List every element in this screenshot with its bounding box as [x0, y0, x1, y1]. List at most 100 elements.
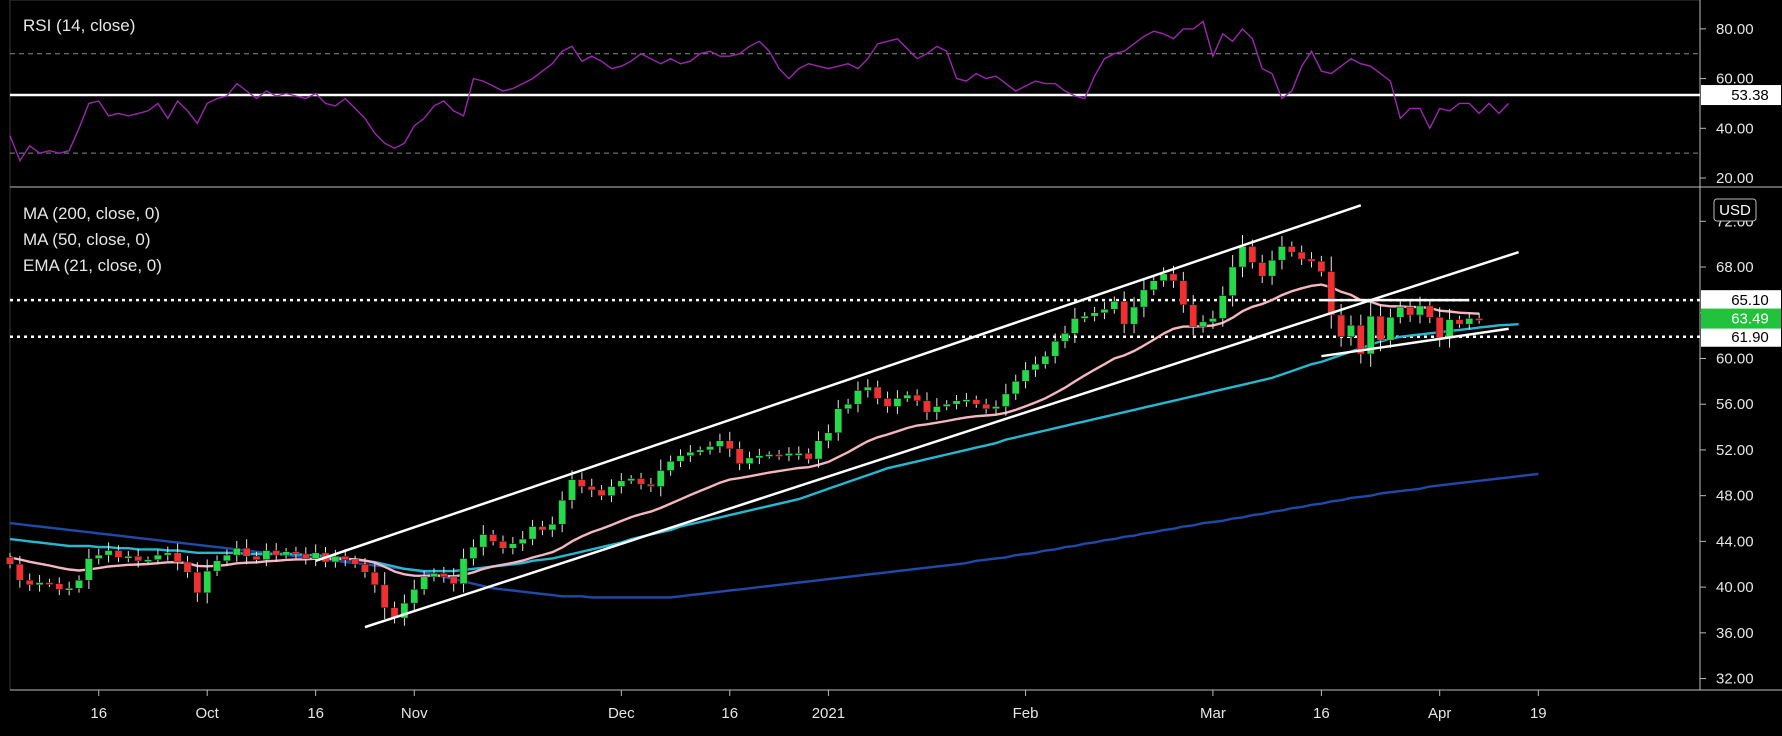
candle-body	[568, 479, 576, 501]
candle	[400, 594, 409, 626]
candle	[430, 568, 438, 582]
candle-body	[656, 470, 665, 487]
candle	[597, 484, 606, 501]
candle-body	[154, 554, 162, 560]
time-tick-label: Feb	[1013, 705, 1039, 722]
candle-body	[873, 386, 882, 399]
last-price-badge-label: 63.49	[1731, 311, 1769, 328]
level-badge-1: 61.90	[1701, 326, 1781, 347]
candle-body	[410, 589, 419, 604]
level-badge-0: 65.10	[1701, 290, 1781, 311]
level-badge-0-bg	[1701, 290, 1781, 311]
candle-body	[55, 583, 64, 590]
candle-body	[1149, 280, 1158, 291]
legend-ma200: MA (200, close, 0)	[23, 204, 160, 223]
candle-body	[1406, 306, 1414, 316]
time-tick-label: 16	[721, 705, 738, 722]
candle	[972, 395, 981, 408]
candle-body	[1199, 321, 1207, 327]
chart-frame	[9, 0, 1701, 691]
candle	[410, 579, 419, 612]
candle-body	[1278, 246, 1286, 261]
price-y-axis: 72.0068.0064.0060.0056.0052.0048.0044.00…	[1700, 213, 1754, 688]
candle-body	[1169, 273, 1178, 281]
candle	[469, 539, 478, 566]
candle	[538, 520, 547, 536]
candle	[1258, 254, 1267, 284]
candle	[578, 472, 586, 494]
candle	[55, 577, 64, 596]
candle	[252, 551, 261, 564]
candle	[735, 441, 744, 471]
candle-body	[282, 551, 290, 556]
rsi-title: RSI (14, close)	[23, 16, 135, 35]
candle-body	[775, 454, 783, 457]
candle	[942, 400, 951, 411]
candle	[509, 536, 517, 555]
candle-body	[144, 559, 152, 562]
price-tick-label: 68.00	[1716, 259, 1754, 276]
candle-body	[163, 552, 172, 556]
candle-body	[509, 543, 517, 549]
candle	[173, 543, 182, 571]
trendline-1[interactable]	[364, 250, 1519, 629]
candle-body	[1366, 315, 1375, 355]
time-tick-label: Dec	[608, 705, 635, 722]
candle-body	[1159, 273, 1168, 281]
time-tick-label: Nov	[401, 705, 428, 722]
candle-body	[193, 572, 202, 594]
candle	[25, 573, 34, 591]
rsi-line	[9, 20, 1510, 163]
candle-body	[1307, 258, 1316, 262]
candle	[647, 478, 655, 493]
candle-body	[1258, 262, 1267, 277]
candle-body	[1445, 319, 1454, 339]
candle-body	[301, 553, 310, 559]
candle	[459, 548, 468, 593]
candle	[1218, 286, 1227, 327]
candle	[1110, 296, 1119, 314]
candle	[1031, 356, 1040, 377]
candle	[1386, 308, 1395, 348]
candle	[696, 446, 705, 456]
candle	[203, 559, 212, 604]
candle-body	[666, 461, 675, 471]
candle-body	[597, 489, 606, 496]
candle-body	[1435, 317, 1444, 339]
candle	[272, 543, 281, 562]
level-badge-1-bg	[1701, 326, 1781, 347]
candle-body	[1376, 315, 1385, 341]
candle-body	[1110, 301, 1119, 310]
candle-body	[75, 580, 83, 589]
candle-body	[449, 576, 458, 584]
candle	[706, 441, 714, 455]
candle	[982, 398, 990, 414]
candle	[1228, 254, 1237, 307]
trendline-3[interactable]	[1321, 327, 1509, 358]
candle	[834, 399, 843, 441]
candle	[1376, 303, 1385, 352]
candle-body	[824, 432, 833, 442]
candle-body	[785, 453, 793, 456]
legend-ema21: EMA (21, close, 0)	[23, 256, 162, 275]
candle-body	[1425, 305, 1434, 318]
candle-body	[479, 534, 488, 548]
candle-body	[1090, 312, 1099, 317]
candle	[1189, 295, 1198, 336]
rsi-y-axis: 80.00 60.00 40.00 20.00	[1700, 21, 1754, 187]
trendline-0[interactable]	[315, 204, 1362, 563]
candle	[1297, 245, 1306, 265]
candle	[962, 393, 971, 407]
candle-body	[183, 561, 192, 573]
price-tick-label: 36.00	[1716, 625, 1754, 642]
time-tick-label: Oct	[196, 705, 220, 722]
candle	[587, 478, 596, 497]
candle-body	[942, 403, 951, 407]
candle-body	[607, 486, 616, 496]
candle-body	[1228, 266, 1237, 296]
candle-body	[1396, 306, 1405, 318]
candle	[1061, 325, 1069, 349]
candle-body	[331, 555, 340, 563]
candle-body	[1130, 306, 1138, 325]
candle-body	[676, 455, 685, 462]
